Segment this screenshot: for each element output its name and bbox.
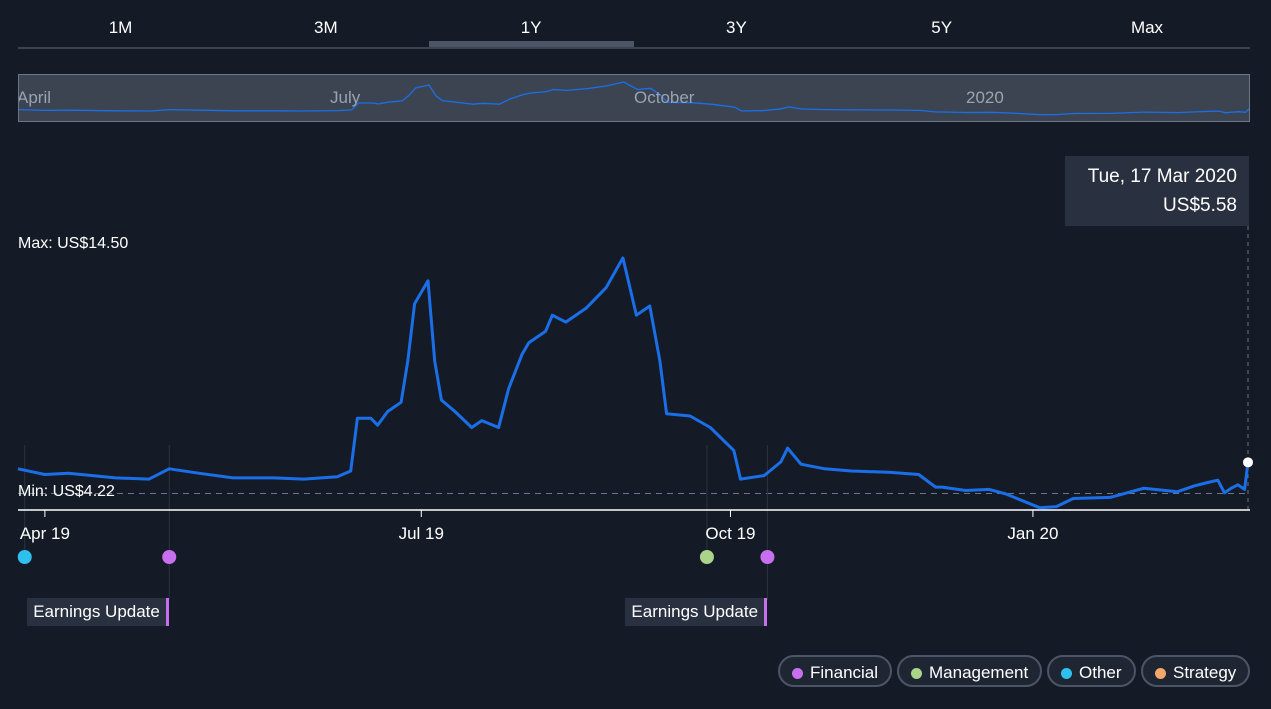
legend-strategy[interactable]: Strategy xyxy=(1141,655,1251,687)
legend-other[interactable]: Other xyxy=(1047,655,1136,687)
price-series-line xyxy=(17,256,1250,510)
legend-label: Management xyxy=(929,663,1029,682)
navigator-label: July xyxy=(330,88,361,107)
x-tick-label: Oct 19 xyxy=(705,524,756,543)
legend-dot-icon xyxy=(1061,668,1072,679)
navigator-series xyxy=(19,81,1249,116)
range-navigator[interactable]: April July October 2020 xyxy=(18,74,1250,122)
legend-label: Other xyxy=(1079,663,1122,682)
legend-management[interactable]: Management xyxy=(897,655,1043,687)
tabs-divider xyxy=(18,47,1250,49)
x-tick-label: Jan 20 xyxy=(1007,524,1059,543)
legend-label: Strategy xyxy=(1173,663,1237,682)
legend-dot-icon xyxy=(792,668,803,679)
legend-label: Financial xyxy=(810,663,879,682)
navigator-label: April xyxy=(18,88,52,107)
price-tooltip: Tue, 17 Mar 2020 US$5.58 xyxy=(1065,156,1249,226)
event-marker-financial[interactable] xyxy=(760,550,775,564)
period-tabs: 1M 3M 1Y 3Y 5Y Max xyxy=(18,0,1250,48)
tab-5y[interactable]: 5Y xyxy=(931,18,953,37)
tooltip-date: Tue, 17 Mar 2020 xyxy=(1087,166,1237,187)
tab-max[interactable]: Max xyxy=(1130,18,1164,37)
legend-dot-icon xyxy=(911,668,922,679)
legend-dot-icon xyxy=(1155,668,1166,679)
max-annotation: Max: US$14.50 xyxy=(18,235,129,252)
hover-point xyxy=(1243,457,1253,468)
x-tick-label: Apr 19 xyxy=(19,524,70,543)
navigator-label: October xyxy=(634,88,695,107)
tab-1m[interactable]: 1M xyxy=(108,18,133,37)
legend-financial[interactable]: Financial xyxy=(778,655,893,687)
navigator-label: 2020 xyxy=(966,88,1004,107)
navigator-line xyxy=(19,81,1249,116)
event-label[interactable]: Earnings Update xyxy=(625,598,768,626)
min-annotation: Min: US$4.22 xyxy=(18,483,115,500)
event-marker-other[interactable] xyxy=(17,550,32,564)
active-tab-indicator xyxy=(428,41,634,47)
event-marker-financial[interactable] xyxy=(162,550,177,564)
tab-1y[interactable]: 1Y xyxy=(520,18,542,37)
tab-3m[interactable]: 3M xyxy=(313,18,338,37)
tab-3y[interactable]: 3Y xyxy=(725,18,747,37)
tooltip-value: US$5.58 xyxy=(1163,195,1237,216)
x-tick-label: Jul 19 xyxy=(398,524,444,543)
event-label[interactable]: Earnings Update xyxy=(27,598,169,626)
event-marker-management[interactable] xyxy=(699,550,714,564)
